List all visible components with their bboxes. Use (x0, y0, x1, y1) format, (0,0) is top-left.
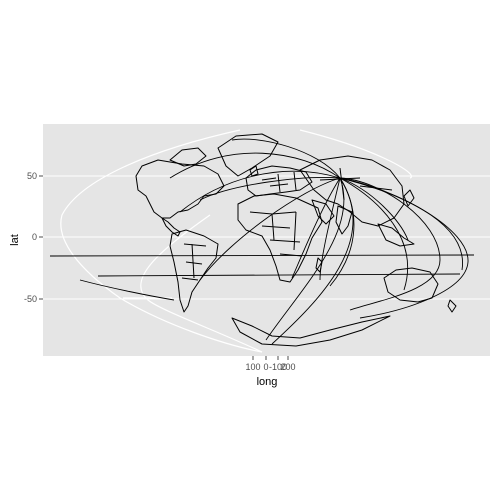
y-tick-label-0: 0 (32, 232, 37, 242)
route-12 (339, 177, 409, 241)
japan-outline (403, 189, 415, 207)
world-coastlines (135, 133, 457, 347)
x-axis: 100 0 -100 200 long (245, 356, 296, 388)
y-tick-label-minus-50: -50 (24, 294, 37, 304)
route-long-west-2 (97, 273, 461, 277)
route-4 (291, 177, 341, 279)
route-long-west-3 (79, 279, 175, 301)
globe-outline-east (299, 129, 413, 179)
south-america-outline (169, 229, 219, 313)
new-zealand-outline (447, 299, 457, 313)
gridlines (43, 175, 490, 300)
route-15 (199, 177, 341, 201)
y-tick-label-50: 50 (27, 171, 37, 181)
route-2 (179, 170, 341, 213)
route-9 (339, 177, 463, 271)
flight-routes (49, 138, 475, 345)
greenland-outline (217, 133, 279, 177)
route-1 (169, 152, 341, 179)
europe-outline (245, 165, 313, 197)
central-america-outline (161, 217, 181, 237)
x-tick-label-200: 200 (280, 362, 295, 372)
x-tick-label-0: 0 (263, 362, 268, 372)
india-outline (335, 205, 353, 235)
plot-panel (43, 124, 490, 356)
route-11 (231, 138, 341, 179)
x-axis-title: long (257, 376, 278, 388)
route-13 (265, 177, 345, 341)
uk-outline (249, 165, 259, 177)
antarctica-outline (231, 315, 391, 347)
x-tick-label-minus-100: -100 (269, 362, 287, 372)
globe-outline-west (60, 129, 263, 353)
route-8 (339, 177, 409, 291)
route-long-west-1 (49, 254, 475, 257)
arctic-islands-outline (169, 147, 207, 167)
border-lines-europe (261, 171, 297, 193)
southeast-asia-outline (377, 223, 415, 247)
y-axis: 50 0 -50 lat (9, 171, 43, 304)
route-14 (271, 177, 354, 345)
route-5 (319, 177, 341, 281)
route-3 (199, 177, 341, 281)
north-america-outline (135, 159, 225, 219)
x-tick-label-100: 100 (245, 362, 260, 372)
australia-outline (383, 267, 439, 303)
border-lines-south-america (181, 243, 207, 281)
y-axis-title: lat (9, 234, 21, 246)
africa-outline (237, 193, 323, 283)
